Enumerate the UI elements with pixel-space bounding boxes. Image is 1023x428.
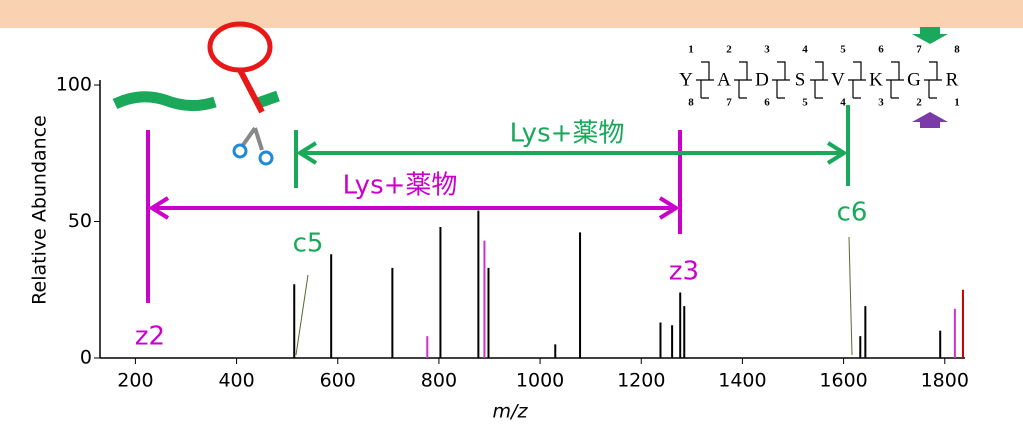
annotation-lines (146, 105, 853, 356)
x-tick-label: 400 (218, 370, 254, 392)
x-tick-label: 600 (320, 370, 356, 392)
residue: V (831, 69, 845, 90)
residue: Y (679, 69, 693, 90)
c-number: 2 (726, 44, 732, 56)
z-number: 6 (764, 97, 770, 109)
c-number: 3 (764, 44, 770, 56)
cleavage-bracket (810, 61, 828, 99)
x-axis-label: m/z (493, 401, 529, 423)
c-number: 8 (954, 44, 960, 56)
sequence: Y 1 8 A 2 7 D 3 6 S 4 5 V 5 4 K 6 3 G 7 2 R 8 1 (679, 44, 960, 109)
z-number: 8 (688, 97, 694, 109)
y-tick-label: 50 (68, 210, 92, 232)
y-tick-label: 100 (56, 74, 92, 96)
c-number: 1 (688, 44, 694, 56)
residue: G (907, 69, 921, 90)
z-number: 7 (726, 97, 732, 109)
residue: K (869, 69, 883, 90)
residue: A (717, 69, 731, 90)
annotation: c6 (837, 198, 868, 228)
annotation: Lys+薬物 (510, 119, 625, 149)
cleavage-bracket (772, 61, 790, 99)
header-band (0, 0, 1023, 28)
annotation: z3 (669, 257, 699, 287)
annotation: c5 (293, 229, 324, 259)
z-number: 2 (916, 97, 922, 109)
z-number: 3 (878, 97, 884, 109)
cleavage-bracket (734, 61, 752, 99)
x-tick-label: 200 (117, 370, 153, 392)
x-tick-label: 1800 (921, 370, 969, 392)
cleavage-bracket (886, 61, 904, 99)
residue: S (795, 69, 806, 90)
residue: D (755, 69, 769, 90)
cleavage-arrow (912, 27, 948, 44)
x-tick-label: 1200 (617, 370, 665, 392)
cleavage-bracket (696, 61, 714, 99)
x-tick-label: 1000 (516, 370, 564, 392)
y-axis-label: Relative Abundance (29, 115, 51, 305)
x-tick-label: 1600 (819, 370, 867, 392)
x-tick-label: 1400 (718, 370, 766, 392)
y-tick-label: 0 (80, 347, 92, 369)
z-number: 1 (954, 97, 960, 109)
c-number: 7 (916, 44, 922, 56)
z-number: 4 (840, 97, 846, 109)
x-tick-label: 800 (421, 370, 457, 392)
cleavage-bracket (848, 61, 866, 99)
annotation: z2 (135, 322, 165, 352)
z-number: 5 (802, 97, 808, 109)
c-number: 6 (878, 44, 884, 56)
c-number: 4 (802, 44, 808, 56)
cleavage-arrow (912, 112, 948, 128)
annotation: Lys+薬物 (343, 171, 458, 201)
c-number: 5 (840, 44, 846, 56)
drug-graphic (112, 21, 280, 166)
residue: R (946, 69, 959, 90)
cleavage-bracket (924, 61, 942, 99)
